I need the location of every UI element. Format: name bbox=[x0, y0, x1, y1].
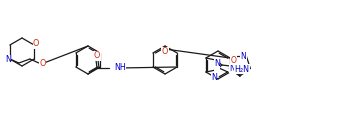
Text: NH: NH bbox=[114, 62, 126, 71]
Text: N: N bbox=[214, 62, 220, 71]
Text: O: O bbox=[40, 58, 46, 68]
Text: N: N bbox=[229, 64, 235, 73]
Text: O: O bbox=[94, 51, 100, 60]
Text: O: O bbox=[33, 40, 39, 49]
Text: H₂N: H₂N bbox=[234, 64, 249, 73]
Text: O: O bbox=[230, 56, 236, 65]
Text: O: O bbox=[162, 48, 168, 57]
Text: N: N bbox=[211, 73, 217, 82]
Text: N: N bbox=[5, 55, 11, 64]
Text: N: N bbox=[214, 60, 220, 68]
Text: N: N bbox=[240, 52, 246, 61]
